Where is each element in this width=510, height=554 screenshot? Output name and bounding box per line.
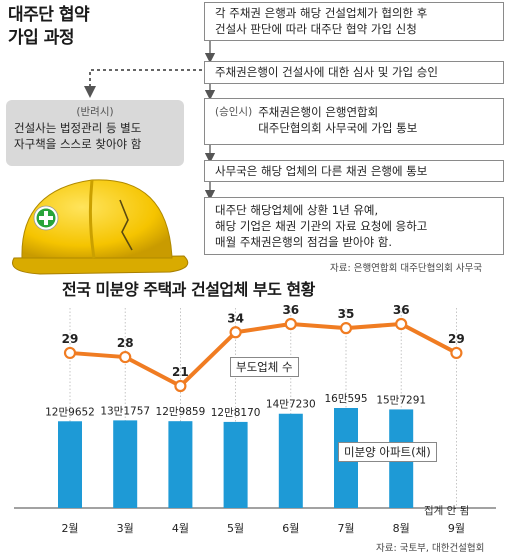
- process-title-line1: 대주단 협약: [8, 5, 90, 25]
- bar-4: [278, 413, 303, 508]
- flow-step-2: 주채권은행이 건설사에 대한 심사 및 가입 승인: [204, 61, 504, 84]
- legend-bar-label: 미분양 아파트(채): [338, 442, 437, 462]
- flow-step-5: 대주단 해당업체에 상환 1년 유예, 해당 기업은 채권 기관의 자료 요청에…: [204, 197, 504, 255]
- flow-step-4-line1: 사무국은 해당 업체의 다른 채권 은행에 통보: [215, 164, 428, 178]
- bar-label-0: 12만9652: [45, 406, 95, 418]
- arrow-reject: [84, 69, 202, 98]
- hard-hat-icon: [12, 179, 189, 275]
- line-point-7: [450, 346, 463, 360]
- x-tick-7: 9월: [448, 522, 465, 535]
- line-point-3: [229, 326, 242, 339]
- flow-step-3-line1: 주채권은행이 은행연합회: [258, 105, 379, 119]
- flow-step-1-line2: 건설사 판단에 따라 대주단 협약 가입 신청: [215, 22, 417, 36]
- x-tick-2: 4월: [172, 522, 189, 535]
- line-label-0: 29: [62, 332, 79, 346]
- line-label-7: 29: [448, 332, 465, 346]
- line-label-3: 34: [227, 311, 244, 325]
- process-title-line2: 가입 과정: [8, 28, 74, 48]
- flow-step-5-line3: 매월 주채권은행의 점검을 받아야 함.: [215, 235, 392, 249]
- process-title: 대주단 협약 가입 과정: [8, 4, 90, 50]
- line-series: [69, 322, 458, 388]
- bar-label-4: 14만7230: [266, 399, 316, 411]
- line-point-1: [119, 350, 132, 364]
- flow-connectors: [84, 41, 216, 201]
- line-label-6: 36: [393, 303, 410, 317]
- flow-step-1-line1: 각 주채권 은행과 해당 건설업체가 협의한 후: [215, 6, 428, 20]
- line-label-1: 28: [117, 336, 134, 350]
- flow-step-2-line1: 주채권은행이 건설사에 대한 심사 및 가입 승인: [215, 65, 438, 79]
- line-label-4: 36: [282, 303, 299, 317]
- flow-step-3: (승인시) 주채권은행이 은행연합회 대주단협의회 사무국에 가입 통보: [204, 98, 504, 145]
- bar-2: [168, 421, 193, 508]
- x-tick-3: 5월: [227, 522, 244, 535]
- chart-source: 자료: 국토부, 대한건설협회: [376, 543, 485, 554]
- x-tick-0: 2월: [61, 522, 78, 535]
- bar-3: [223, 421, 248, 508]
- flow-step-5-line1: 대주단 해당업체에 상환 1년 유예,: [215, 203, 379, 217]
- x-tick-5: 7월: [337, 522, 354, 535]
- line-point-6: [395, 317, 408, 331]
- reject-line1: 건설사는 법정관리 등 별도: [14, 121, 142, 135]
- bar-0: [58, 421, 82, 508]
- bar-label-1: 13만1757: [100, 405, 150, 417]
- process-source: 자료: 은행연합회 대주단협의회 사무국: [330, 263, 483, 274]
- bar-1: [113, 420, 138, 508]
- reject-box: (반려시) 건설사는 법정관리 등 별도 자구책을 스스로 찾아야 함: [6, 100, 184, 166]
- approved-tag: (승인시): [215, 106, 253, 118]
- line-point-5: [339, 322, 353, 335]
- flow-step-1: 각 주채권 은행과 해당 건설업체가 협의한 후 건설사 판단에 따라 대주단 …: [204, 2, 504, 41]
- x-tick-4: 6월: [282, 522, 299, 535]
- rejected-tag: (반려시): [76, 106, 114, 118]
- flow-step-5-line2: 해당 기업은 채권 기관의 자료 요청에 응하고: [215, 219, 428, 233]
- line-point-4: [284, 317, 297, 331]
- line-label-5: 35: [338, 307, 355, 321]
- line-point-2: [174, 379, 187, 393]
- chart-title: 전국 미분양 주택과 건설업체 부도 현황: [62, 280, 315, 299]
- bar-label-6: 15만7291: [376, 394, 426, 406]
- bar-label-2: 12만9859: [156, 406, 206, 418]
- flow-step-3-line2: 대주단협의회 사무국에 가입 통보: [258, 121, 418, 135]
- line-point-0: [63, 346, 77, 360]
- flow-step-4: 사무국은 해당 업체의 다른 채권 은행에 통보: [204, 160, 504, 182]
- legend-line-label: 부도업체 수: [230, 357, 299, 377]
- x-tick-6: 8월: [393, 522, 410, 535]
- reject-line2: 자구책을 스스로 찾아야 함: [14, 137, 142, 151]
- line-label-2: 21: [172, 365, 189, 379]
- x-tick-1: 3월: [117, 522, 134, 535]
- bar-label-5: 16만595: [324, 393, 367, 405]
- bar-label-3: 12만8170: [211, 407, 261, 419]
- missing-data-note: 집계 안 됨: [424, 505, 470, 517]
